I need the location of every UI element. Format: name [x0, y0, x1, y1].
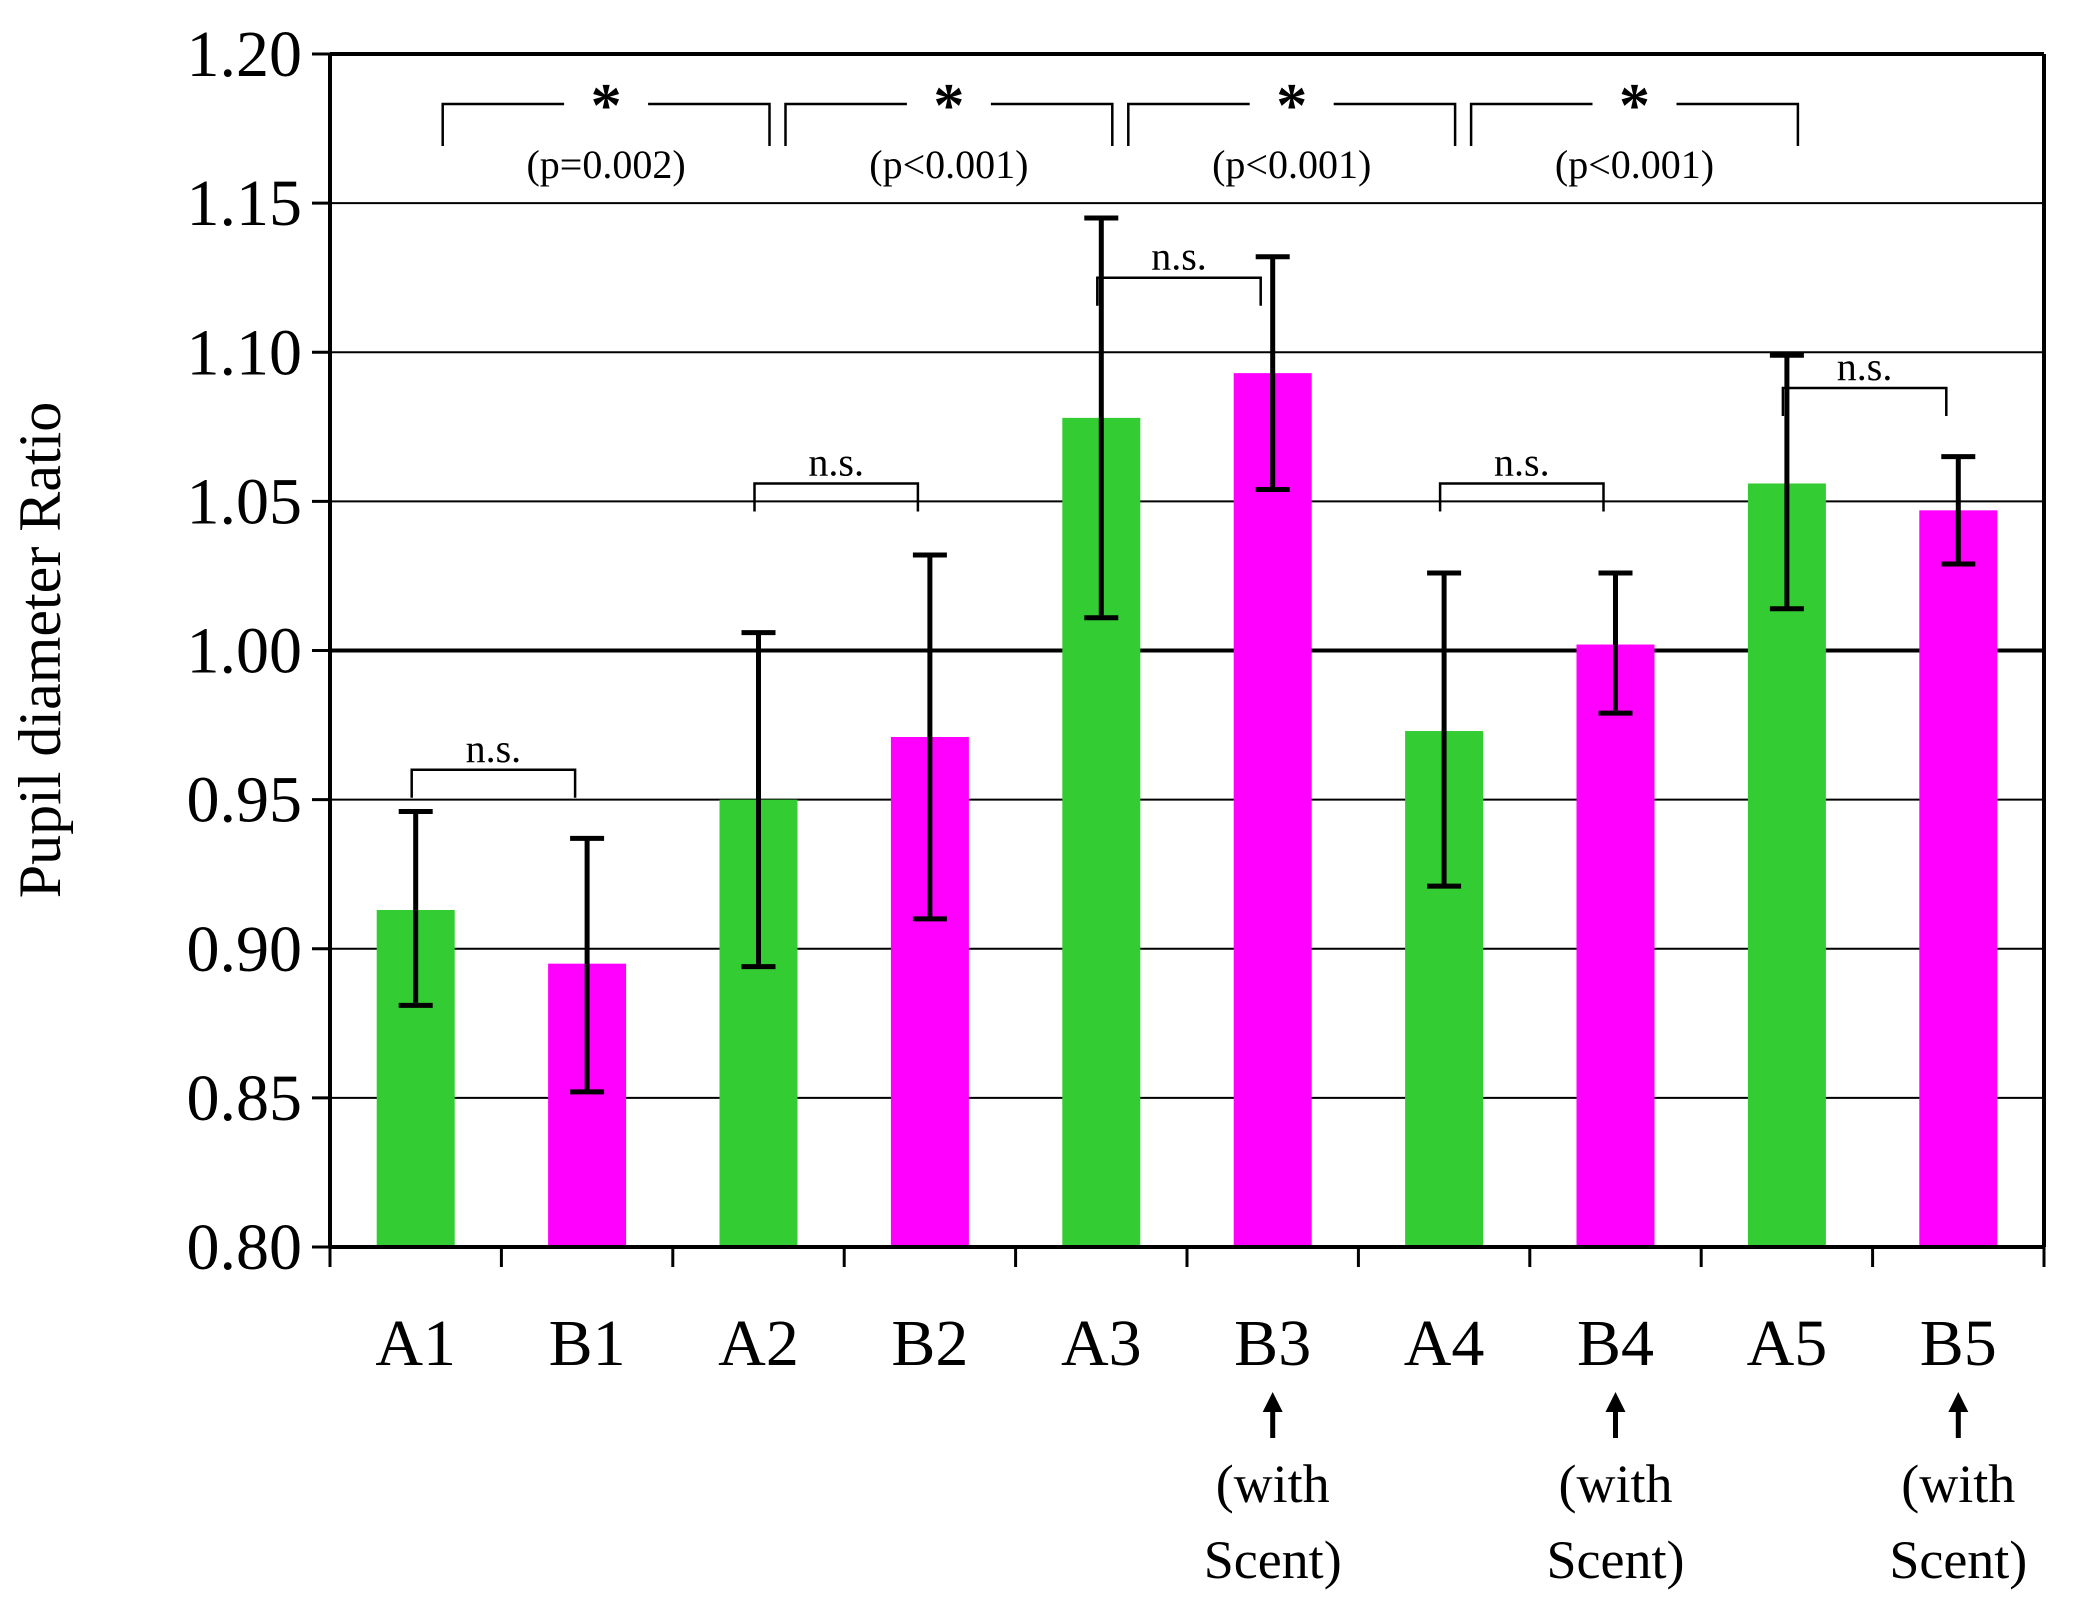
- bar-b3: [1233, 373, 1312, 1247]
- bar-b4: [1576, 644, 1655, 1247]
- ns-bracket-a5-b5-label: n.s.: [1837, 344, 1893, 389]
- sig-bracket-a2-a3-p-value: (p<0.001): [869, 142, 1028, 187]
- sig-bracket-a4-a5-p-value: (p<0.001): [1555, 142, 1714, 187]
- sig-bracket-a2-a3-left: [784, 102, 907, 146]
- sig-bracket-a3-a4-star: *: [1276, 72, 1307, 140]
- y-tick-label: 1.00: [187, 615, 303, 688]
- y-tick-label: 0.85: [187, 1062, 303, 1135]
- sig-bracket-a3-a4-right: [1333, 102, 1457, 146]
- sig-bracket-a3-a4-p-value: (p<0.001): [1212, 142, 1371, 187]
- scent-note-b4-line1: (with: [1559, 1454, 1673, 1514]
- scent-note-b3-line2: Scent): [1204, 1530, 1342, 1590]
- ns-bracket-a3-b3: [1096, 276, 1262, 306]
- y-tick-label: 1.05: [187, 465, 303, 538]
- scent-note-b5-line1: (with: [1901, 1454, 2015, 1514]
- ns-bracket-a2-b2-label: n.s.: [808, 439, 864, 484]
- scent-note-b3-arrowhead: [1262, 1392, 1283, 1412]
- x-tick-label-b4: B4: [1577, 1307, 1654, 1380]
- sig-bracket-a2-a3-star: *: [933, 72, 964, 140]
- y-tick-label: 0.95: [187, 764, 303, 837]
- x-tick-label-a3: A3: [1061, 1307, 1142, 1380]
- sig-bracket-a1-a2-left: [441, 102, 565, 146]
- x-tick-label-b5: B5: [1920, 1307, 1997, 1380]
- bars: [376, 373, 1998, 1248]
- scent-note-b4-line2: Scent): [1547, 1530, 1685, 1590]
- y-tick-label: 1.15: [187, 167, 303, 240]
- scent-note-b3-line1: (with: [1216, 1454, 1330, 1514]
- y-tick-label: 0.90: [187, 913, 303, 986]
- sig-bracket-a4-a5-left: [1469, 102, 1593, 146]
- ns-bracket-a4-b4-label: n.s.: [1494, 439, 1550, 484]
- sig-bracket-a4-a5-right: [1676, 102, 1800, 146]
- ns-bracket-a4-b4: [1438, 482, 1605, 512]
- scent-note-b5-line2: Scent): [1889, 1530, 2027, 1590]
- x-tick-label-b1: B1: [549, 1307, 626, 1380]
- bar-b5: [1919, 510, 1998, 1247]
- scent-note-b5-arrowhead: [1948, 1392, 1969, 1412]
- sig-bracket-a2-a3-right: [990, 102, 1114, 146]
- x-tick-label-a2: A2: [718, 1307, 799, 1380]
- y-tick-label: 0.80: [187, 1211, 303, 1284]
- ns-bracket-a2-b2: [753, 482, 920, 512]
- y-axis-label: Pupil diameter Ratio: [7, 402, 73, 899]
- sig-bracket-a3-a4-left: [1127, 102, 1250, 146]
- annotations: n.s.n.s.n.s.n.s.n.s.*(p=0.002)*(p<0.001)…: [410, 72, 2027, 1590]
- sig-bracket-a1-a2-right: [648, 102, 771, 146]
- ns-bracket-a1-b1: [410, 768, 577, 798]
- ns-bracket-a3-b3-label: n.s.: [1151, 234, 1207, 279]
- y-tick-label: 1.20: [187, 18, 303, 91]
- ns-bracket-a5-b5: [1781, 386, 1948, 417]
- x-tick-label-a1: A1: [375, 1307, 456, 1380]
- x-tick-label-a5: A5: [1747, 1307, 1828, 1380]
- x-tick-label-b3: B3: [1234, 1307, 1311, 1380]
- ns-bracket-a1-b1-label: n.s.: [466, 726, 522, 771]
- scent-note-b4-arrowhead: [1605, 1392, 1626, 1412]
- x-tick-label-a4: A4: [1404, 1307, 1485, 1380]
- sig-bracket-a1-a2-p-value: (p=0.002): [526, 142, 685, 187]
- y-tick-label: 1.10: [187, 316, 303, 389]
- x-tick-label-b2: B2: [891, 1307, 968, 1380]
- sig-bracket-a4-a5-star: *: [1619, 72, 1650, 140]
- error-bars: [398, 215, 1976, 1095]
- sig-bracket-a1-a2-star: *: [591, 72, 622, 140]
- axes: 0.80 0.85 0.90 0.95 1.00 1.05 1.10 1.15 1.20 A1 B1…: [187, 18, 2046, 1380]
